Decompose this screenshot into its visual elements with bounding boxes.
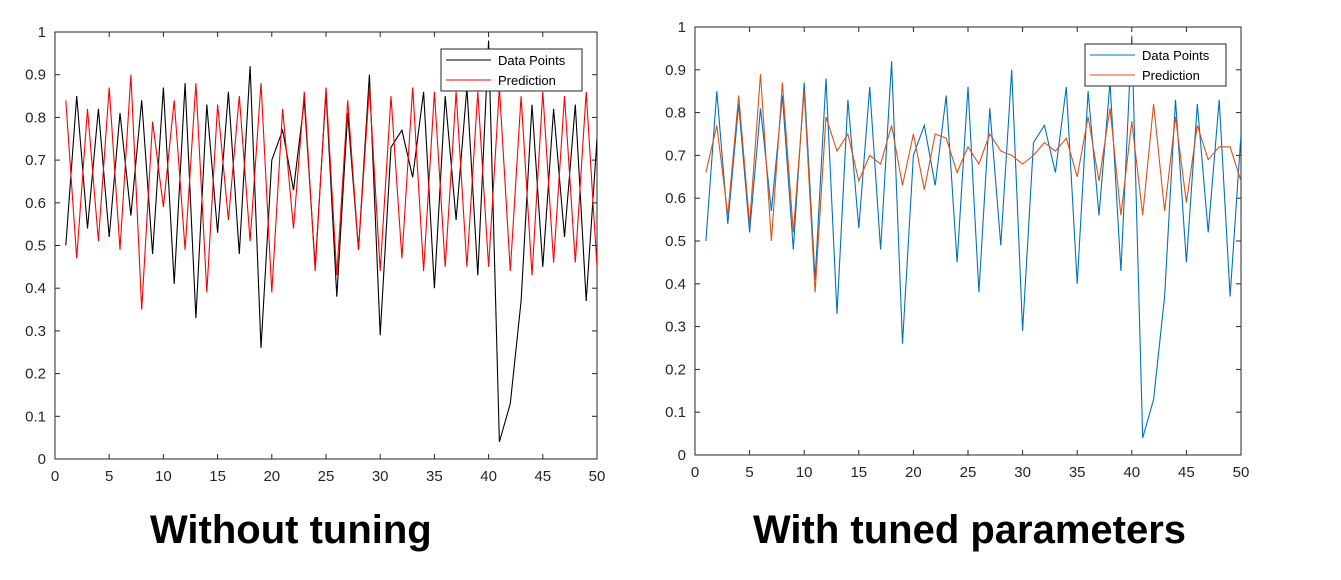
right-x-tick-label: 0 xyxy=(691,464,699,481)
right-y-tick-label: 0.2 xyxy=(665,361,686,378)
left-legend-label: Data Points xyxy=(498,53,566,68)
right-y-tick-label: 0.9 xyxy=(665,62,686,79)
right-x-tick-label: 45 xyxy=(1178,464,1195,481)
left-y-tick-label: 0.6 xyxy=(25,195,46,212)
caption-with-tuned-parameters: With tuned parameters xyxy=(753,508,1187,552)
left-x-tick-label: 0 xyxy=(51,468,59,485)
left-y-tick-label: 0 xyxy=(38,451,46,468)
right-y-tick-label: 0 xyxy=(678,447,686,464)
right-x-tick-label: 40 xyxy=(1123,464,1140,481)
left-x-tick-label: 45 xyxy=(534,468,551,485)
left-y-tick-label: 0.7 xyxy=(25,152,46,169)
right-x-tick-label: 35 xyxy=(1069,464,1086,481)
left-legend-label: Prediction xyxy=(498,73,556,88)
right-x-tick-label: 50 xyxy=(1233,464,1250,481)
left-series-data-points xyxy=(65,40,597,443)
left-x-tick-label: 35 xyxy=(426,468,443,485)
right-x-tick-label: 30 xyxy=(1014,464,1031,481)
left-y-tick-label: 0.2 xyxy=(25,366,46,383)
right-y-tick-label: 0.3 xyxy=(665,319,686,336)
left-x-tick-label: 15 xyxy=(209,468,226,485)
right-series-data-points xyxy=(705,35,1241,439)
left-x-tick-label: 25 xyxy=(318,468,335,485)
right-x-tick-label: 5 xyxy=(745,464,753,481)
left-y-tick-label: 0.3 xyxy=(25,323,46,340)
right-x-tick-label: 20 xyxy=(905,464,922,481)
right-x-tick-label: 15 xyxy=(850,464,867,481)
left-x-tick-label: 5 xyxy=(105,468,113,485)
right-y-tick-label: 0.7 xyxy=(665,147,686,164)
right-y-tick-label: 0.6 xyxy=(665,190,686,207)
right-legend-label: Data Points xyxy=(1142,48,1210,63)
caption-without-tuning: Without tuning xyxy=(150,508,432,552)
right-legend xyxy=(1084,43,1227,87)
right-x-tick-label: 25 xyxy=(960,464,977,481)
right-legend-label: Prediction xyxy=(1142,68,1200,83)
right-x-tick-label: 10 xyxy=(796,464,813,481)
left-legend xyxy=(440,48,583,92)
left-y-tick-label: 0.9 xyxy=(25,67,46,84)
left-x-tick-label: 20 xyxy=(263,468,280,485)
left-y-tick-label: 0.4 xyxy=(25,280,46,297)
right-y-tick-label: 1 xyxy=(678,19,686,36)
right-y-tick-label: 0.4 xyxy=(665,276,686,293)
left-y-tick-label: 0.5 xyxy=(25,238,46,255)
right-series-prediction xyxy=(705,74,1241,293)
chart-with-tuned-parameters: 00.10.20.30.40.50.60.70.80.910 5 10 15 20 25 3… xyxy=(665,19,1250,481)
left-series-prediction xyxy=(65,74,597,310)
left-y-tick-label: 1 xyxy=(38,24,46,41)
chart-without-tuning: 00.10.20.30.40.50.60.70.80.910 5 10 15 20 25 3… xyxy=(25,24,606,485)
right-y-tick-label: 0.1 xyxy=(665,404,686,421)
left-y-tick-label: 0.1 xyxy=(25,408,46,425)
left-x-tick-label: 30 xyxy=(372,468,389,485)
left-y-tick-label: 0.8 xyxy=(25,109,46,126)
right-y-tick-label: 0.5 xyxy=(665,233,686,250)
left-x-tick-label: 10 xyxy=(155,468,172,485)
left-x-tick-label: 50 xyxy=(589,468,606,485)
right-y-tick-label: 0.8 xyxy=(665,105,686,122)
left-x-tick-label: 40 xyxy=(480,468,497,485)
